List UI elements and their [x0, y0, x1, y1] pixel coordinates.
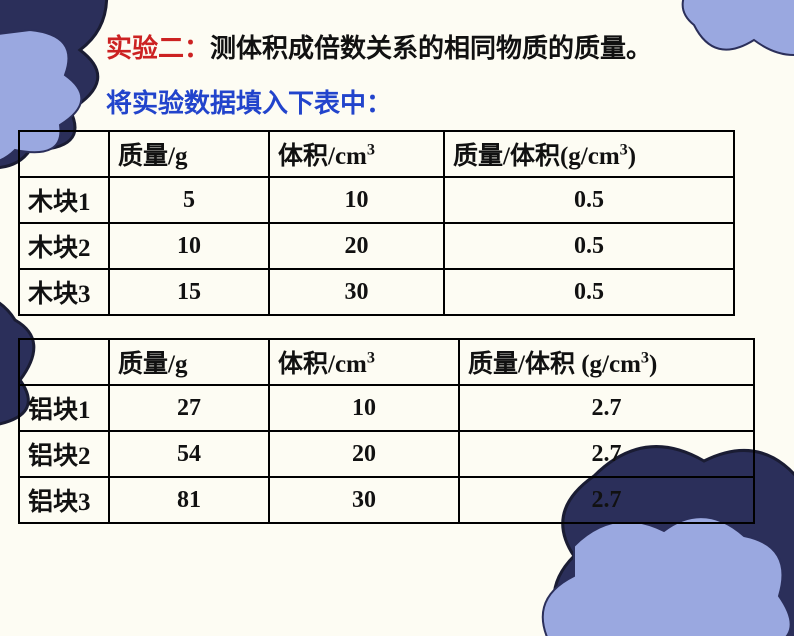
- row-label: 木块3: [19, 269, 109, 315]
- cell-volume: 20: [269, 431, 459, 477]
- header-mass: 质量/g: [109, 131, 269, 177]
- cell-ratio: 0.5: [444, 223, 734, 269]
- header-volume: 体积/cm3: [269, 339, 459, 385]
- row-label: 木块2: [19, 223, 109, 269]
- cell-ratio: 2.7: [459, 431, 754, 477]
- row-label: 铝块3: [19, 477, 109, 523]
- row-label: 铝块1: [19, 385, 109, 431]
- cell-mass: 15: [109, 269, 269, 315]
- cell-mass: 81: [109, 477, 269, 523]
- table-header-row: 质量/g 体积/cm3 质量/体积(g/cm3): [19, 131, 734, 177]
- table-row: 木块1 5 10 0.5: [19, 177, 734, 223]
- cell-ratio: 0.5: [444, 269, 734, 315]
- header-volume: 体积/cm3: [269, 131, 444, 177]
- aluminum-table: 质量/g 体积/cm3 质量/体积 (g/cm3) 铝块1 27 10 2.7 …: [18, 338, 755, 524]
- title-black-part: 测体积成倍数关系的相同物质的质量。: [210, 34, 652, 63]
- experiment-title: 实验二：测体积成倍数关系的相同物质的质量。: [106, 28, 776, 65]
- cell-mass: 54: [109, 431, 269, 477]
- cell-ratio: 0.5: [444, 177, 734, 223]
- cell-ratio: 2.7: [459, 385, 754, 431]
- table-row: 铝块3 81 30 2.7: [19, 477, 754, 523]
- header-mass: 质量/g: [109, 339, 269, 385]
- cell-volume: 10: [269, 177, 444, 223]
- header-blank: [19, 339, 109, 385]
- cell-mass: 5: [109, 177, 269, 223]
- header-ratio: 质量/体积 (g/cm3): [459, 339, 754, 385]
- cell-mass: 27: [109, 385, 269, 431]
- subtitle: 将实验数据填入下表中：: [106, 83, 776, 120]
- title-red-part: 实验二：: [106, 34, 210, 63]
- table-row: 铝块1 27 10 2.7: [19, 385, 754, 431]
- row-label: 铝块2: [19, 431, 109, 477]
- cell-mass: 10: [109, 223, 269, 269]
- row-label: 木块1: [19, 177, 109, 223]
- table-row: 木块3 15 30 0.5: [19, 269, 734, 315]
- table-header-row: 质量/g 体积/cm3 质量/体积 (g/cm3): [19, 339, 754, 385]
- table-row: 木块2 10 20 0.5: [19, 223, 734, 269]
- wood-table: 质量/g 体积/cm3 质量/体积(g/cm3) 木块1 5 10 0.5 木块…: [18, 130, 735, 316]
- header-blank: [19, 131, 109, 177]
- header-ratio: 质量/体积(g/cm3): [444, 131, 734, 177]
- cell-ratio: 2.7: [459, 477, 754, 523]
- cell-volume: 10: [269, 385, 459, 431]
- cell-volume: 30: [269, 269, 444, 315]
- cell-volume: 20: [269, 223, 444, 269]
- cell-volume: 30: [269, 477, 459, 523]
- table-row: 铝块2 54 20 2.7: [19, 431, 754, 477]
- slide-content: 实验二：测体积成倍数关系的相同物质的质量。 将实验数据填入下表中： 质量/g 体…: [0, 0, 794, 524]
